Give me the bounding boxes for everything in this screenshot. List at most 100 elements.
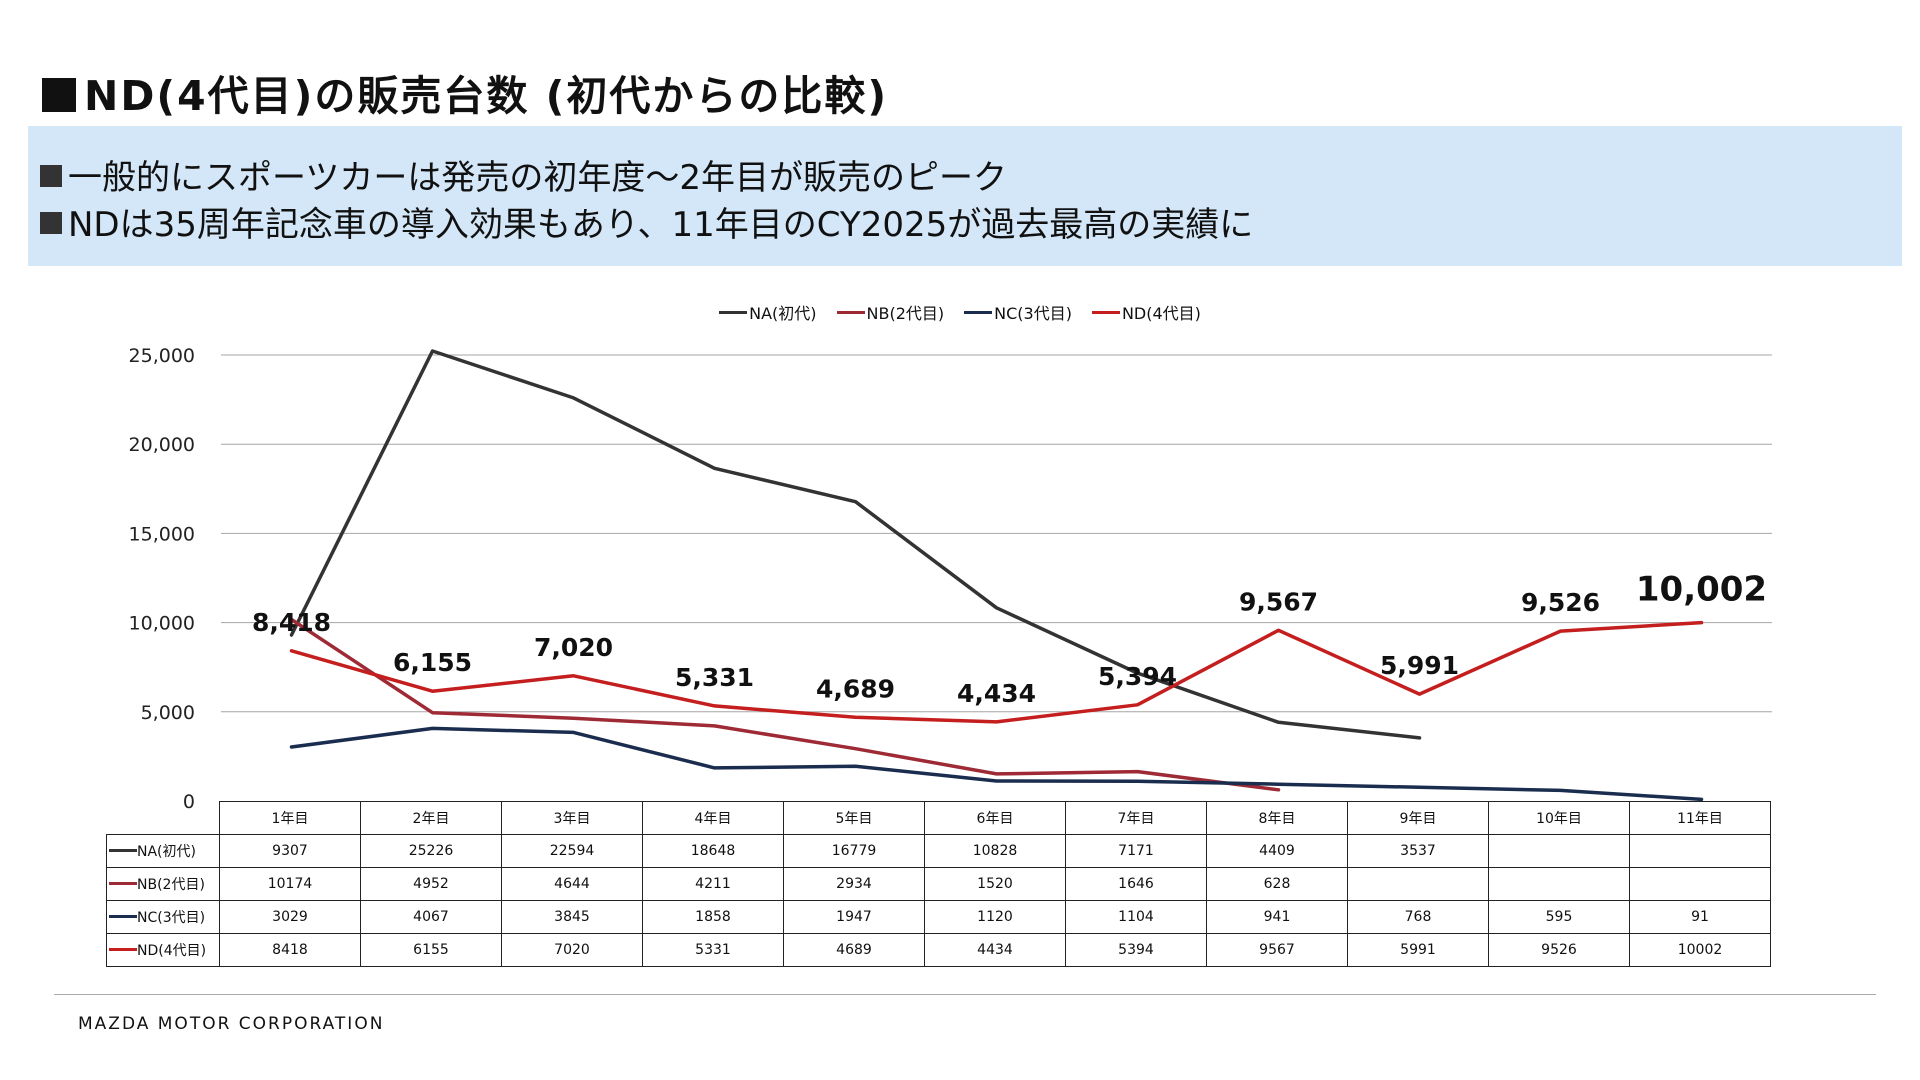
- table-row-label-text: NC(3代目): [137, 910, 206, 926]
- series-line-nc: [289, 726, 1704, 802]
- table-cell: 595: [1488, 900, 1630, 934]
- table-header-cell: 1年目: [219, 801, 361, 835]
- legend-label-nd: ND(4代目): [1121, 304, 1201, 323]
- legend-label-nb: NB(2代目): [866, 304, 945, 323]
- table-cell: 4952: [360, 867, 502, 901]
- data-label-nd: 6,155: [393, 648, 472, 677]
- table-cell: 8418: [219, 933, 361, 967]
- legend-swatch-nd: [1091, 310, 1120, 314]
- table-row-label-text: NB(2代目): [137, 877, 205, 893]
- table-cell: 1520: [924, 867, 1066, 901]
- table-cell: 3537: [1347, 834, 1489, 868]
- data-label-nd: 4,689: [816, 674, 895, 703]
- y-tick-label: 10,000: [129, 613, 195, 635]
- table-cell: 10002: [1629, 933, 1771, 967]
- table-header-cell: 11年目: [1629, 801, 1771, 835]
- table-cell: 4434: [924, 933, 1066, 967]
- data-label-nd: 5,331: [675, 663, 754, 692]
- table-cell: 9567: [1206, 933, 1348, 967]
- table-header-cell: 5年目: [783, 801, 925, 835]
- table-cell: 25226: [360, 834, 502, 868]
- table-swatch-nd: [109, 948, 137, 951]
- legend-label-nc: NC(3代目): [994, 304, 1072, 323]
- table-corner: [107, 802, 220, 835]
- table-cell: 91: [1629, 900, 1771, 934]
- legend-item-nc: NC(3代目): [964, 300, 1072, 324]
- summary-text-1: 一般的にスポーツカーは発売の初年度～2年目が販売のピーク: [68, 158, 1007, 198]
- table-cell: 4644: [501, 867, 643, 901]
- table-cell: 6155: [360, 933, 502, 967]
- series-line-nd: [289, 620, 1704, 724]
- table-cell: 628: [1206, 867, 1348, 901]
- summary-line-1: 一般的にスポーツカーは発売の初年度～2年目が販売のピーク: [40, 150, 1007, 199]
- y-tick-label: 5,000: [141, 702, 195, 724]
- table-row-label: ND(4代目): [106, 933, 220, 967]
- summary-text-2: NDは35周年記念車の導入効果もあり、11年目のCY2025が過去最高の実績に: [68, 205, 1254, 245]
- table-header-cell: 3年目: [501, 801, 643, 835]
- table-header-cell: 2年目: [360, 801, 502, 835]
- table-cell: 1947: [783, 900, 925, 934]
- table-swatch-nc: [109, 915, 137, 918]
- table-cell: 16779: [783, 834, 925, 868]
- square-bullet-icon: [42, 78, 76, 112]
- data-label-nd: 4,434: [957, 679, 1036, 708]
- legend-item-na: NA(初代): [719, 300, 817, 324]
- data-label-nd: 9,567: [1239, 587, 1318, 616]
- y-tick-label: 20,000: [129, 434, 195, 456]
- square-bullet-icon: [40, 165, 62, 187]
- table-row: ND(4代目) 8418 6155 7020 5331 4689 4434 5394 9567 5…: [106, 933, 1771, 967]
- table-cell: 3845: [501, 900, 643, 934]
- footer-brand: MAZDA MOTOR CORPORATION: [78, 1014, 385, 1034]
- table-header-cell: 8年目: [1206, 801, 1348, 835]
- legend-swatch-na: [719, 310, 748, 314]
- data-table: 1年目 2年目 3年目 4年目 5年目 6年目 7年目 8年目 9年目 10年目 11年目 NA(初代…: [106, 801, 1771, 967]
- summary-banner: 一般的にスポーツカーは発売の初年度～2年目が販売のピーク NDは35周年記念車の…: [28, 126, 1902, 266]
- data-label-nd: 5,991: [1380, 651, 1459, 680]
- legend-item-nb: NB(2代目): [836, 300, 945, 324]
- footer-divider: [54, 994, 1876, 995]
- table-header-cell: 10年目: [1488, 801, 1630, 835]
- table-cell: 4067: [360, 900, 502, 934]
- table-cell: 1858: [642, 900, 784, 934]
- table-row-label-text: ND(4代目): [137, 943, 207, 959]
- legend-swatch-nc: [964, 310, 993, 314]
- data-label-nd: 7,020: [534, 633, 613, 662]
- summary-line-2: NDは35周年記念車の導入効果もあり、11年目のCY2025が過去最高の実績に: [40, 197, 1253, 246]
- table-row-label: NC(3代目): [106, 900, 220, 934]
- table-cell: 7171: [1065, 834, 1207, 868]
- table-cell: 4689: [783, 933, 925, 967]
- legend-swatch-nb: [836, 310, 865, 314]
- y-tick-label: 0: [183, 791, 195, 813]
- data-label-nd: 9,526: [1521, 588, 1600, 617]
- series-line-nb: [289, 617, 1281, 792]
- table-cell: 5991: [1347, 933, 1489, 967]
- table-row: NB(2代目) 10174 4952 4644 4211 2934 1520 1646 628: [106, 867, 1771, 901]
- table-cell: 1646: [1065, 867, 1207, 901]
- table-cell: 4211: [642, 867, 784, 901]
- table-header-cell: 4年目: [642, 801, 784, 835]
- table-cell: 18648: [642, 834, 784, 868]
- table-cell: [1488, 867, 1630, 901]
- table-header-cell: 6年目: [924, 801, 1066, 835]
- square-bullet-icon: [40, 212, 62, 234]
- table-cell: 1104: [1065, 900, 1207, 934]
- table-swatch-nb: [109, 882, 137, 885]
- page-title-text: ND(4代目)の販売台数 (初代からの比較): [84, 72, 889, 120]
- chart-legend: NA(初代) NB(2代目) NC(3代目) ND(4代目): [0, 300, 1920, 324]
- legend-item-nd: ND(4代目): [1091, 300, 1201, 324]
- table-cell: 10174: [219, 867, 361, 901]
- table-cell: 5331: [642, 933, 784, 967]
- table-header-cell: 7年目: [1065, 801, 1207, 835]
- table-cell: [1629, 867, 1771, 901]
- table-row: NA(初代) 9307 25226 22594 18648 16779 10828 7171 4…: [106, 834, 1771, 868]
- series-line-na: [289, 349, 1422, 740]
- y-tick-label: 15,000: [129, 523, 195, 545]
- legend-label-na: NA(初代): [749, 304, 817, 323]
- table-cell: 9307: [219, 834, 361, 868]
- table-cell: [1488, 834, 1630, 868]
- data-label-nd: 8,418: [252, 608, 331, 637]
- table-row-label-text: NA(初代): [137, 844, 196, 860]
- y-tick-label: 25,000: [129, 345, 195, 367]
- table-cell: 768: [1347, 900, 1489, 934]
